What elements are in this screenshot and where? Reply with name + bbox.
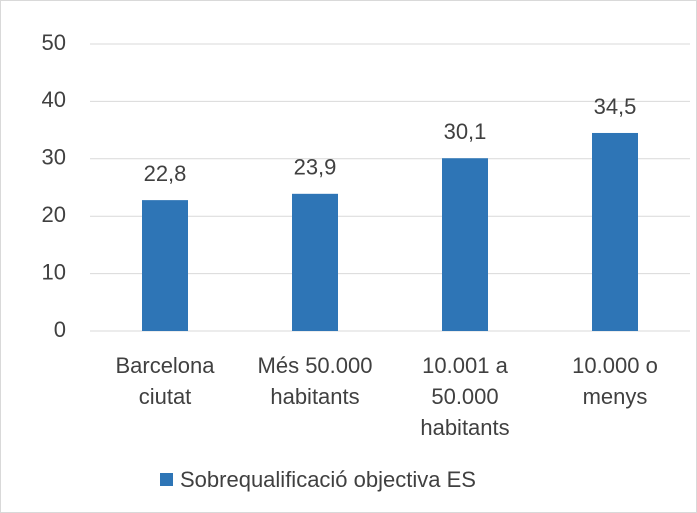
legend-label: Sobrequalificació objectiva ES <box>180 467 476 492</box>
value-label: 30,1 <box>444 119 487 144</box>
value-label: 22,8 <box>144 161 187 186</box>
value-label: 23,9 <box>294 155 337 180</box>
y-tick-label: 50 <box>42 30 66 55</box>
y-tick-label: 20 <box>42 202 66 227</box>
bar <box>592 132 638 331</box>
x-tick-label: Més 50.000 habitants <box>258 353 373 409</box>
value-label: 34,5 <box>594 94 637 119</box>
legend-swatch <box>160 473 173 486</box>
x-tick-label: 10.000 o menys <box>572 353 658 409</box>
x-tick-label: Barcelona ciutat <box>115 353 215 409</box>
y-tick-label: 10 <box>42 259 66 284</box>
bar <box>142 200 188 331</box>
bar <box>292 193 338 331</box>
bar <box>442 158 488 331</box>
y-tick-label: 30 <box>42 145 66 170</box>
y-tick-label: 0 <box>54 317 66 342</box>
x-tick-label: 10.001 a 50.000 habitants <box>420 353 509 440</box>
y-tick-label: 40 <box>42 87 66 112</box>
